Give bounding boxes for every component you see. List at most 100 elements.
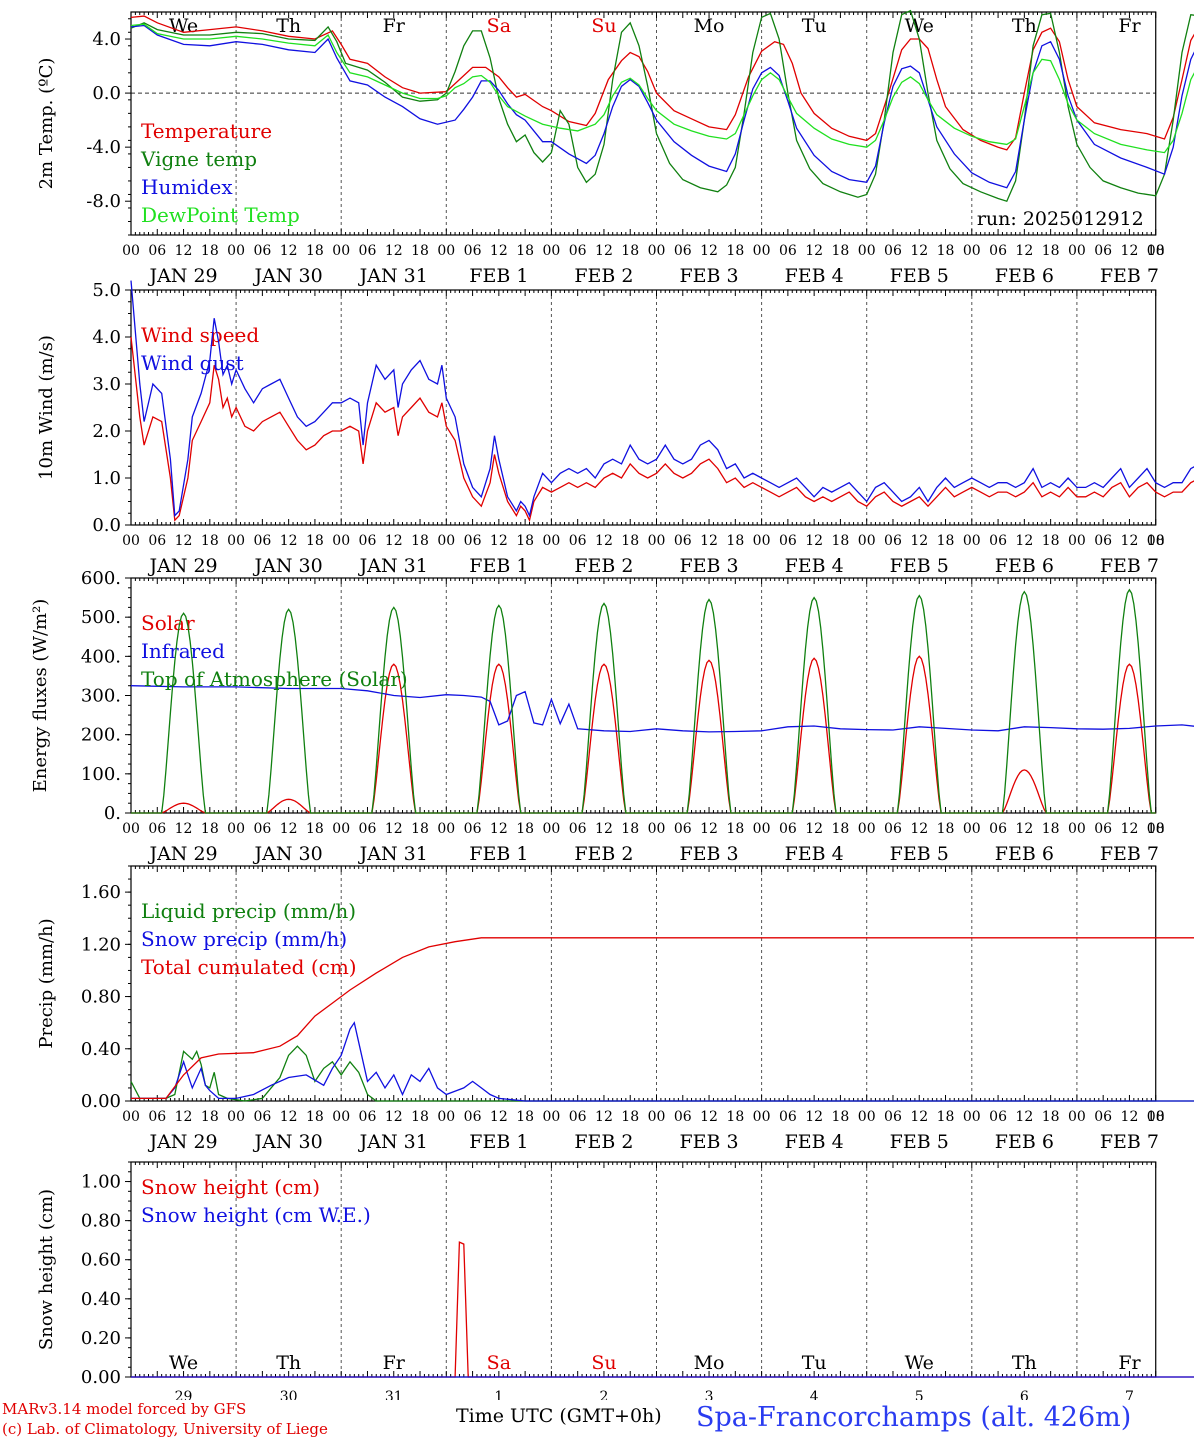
panel-snow: 0.00 0.20 0.40 0.60 0.80 1.00 Snow height (cm)… [36,1161,1194,1405]
x-hour-label: 06 [674,821,692,837]
legend-entry: DewPoint Temp [141,203,300,227]
legend-entry: Temperature [141,119,272,143]
x-date-label: FEB 7 [1100,843,1159,865]
x-hour-label: 06 [148,533,166,549]
x-hour-label: 12 [175,1109,193,1125]
y-tick-label: 4.0 [92,327,121,348]
weekday-label: Su [591,1352,616,1374]
x-date-label: FEB 7 [1100,265,1159,287]
x-hour-label: 00 [648,243,666,259]
y-tick-label: 4.0 [92,29,121,50]
x-day-number: 1 [494,1389,503,1400]
x-hour-label: 18 [1042,821,1060,837]
x-date-label: FEB 5 [890,555,949,577]
x-hour-label: 06 [569,1109,587,1125]
y-tick-label: 0.60 [81,1250,121,1271]
x-hour-label: 00 [437,243,455,259]
x-hour-label: 00 [753,821,771,837]
weekday-label: Tu [802,15,827,37]
series-precip-0 [130,1045,1194,1102]
x-hour-label: 06 [359,821,377,837]
panel-temperature: -8.0 -4.0 0.0 4.0 2m Temp. (ºC) 00 06 12 18 JAN 2… [36,9,1194,287]
x-hour-label: 18 [306,821,324,837]
y-tick-label: 0.40 [81,1039,121,1060]
x-hour-label: 12 [490,533,508,549]
x-hour-label: 12 [805,533,823,549]
y-tick-label: 600. [81,568,121,589]
meteogram: -8.0 -4.0 0.0 4.0 2m Temp. (ºC) 00 06 12 18 JAN 2… [30,9,1194,1405]
y-tick-label: 0.0 [92,515,121,536]
x-hour-label: 18 [1042,243,1060,259]
x-date-label: FEB 6 [995,265,1054,287]
x-hour-label: 00 [227,821,245,837]
series-energy-2 [131,588,1156,814]
x-hour-label: 18 [411,821,429,837]
x-hour-label: 00 [858,243,876,259]
x-date-label: FEB 5 [890,1131,949,1153]
x-hour-label: 18 [516,533,534,549]
x-hour-label: 00 [1068,821,1086,837]
x-date-label: FEB 5 [890,843,949,865]
x-hour-label: 18 [937,821,955,837]
x-date-label: FEB 6 [995,843,1054,865]
x-date-label: JAN 31 [358,1131,428,1153]
x-hour-label: 00 [648,821,666,837]
weekday-label: We [905,1352,934,1374]
x-hour-label: 00 [437,821,455,837]
y-tick-label: 3.0 [92,374,121,395]
x-hour-label: 00 [122,1109,140,1125]
series-temperature-2 [130,24,1194,189]
x-date-label: FEB 2 [574,843,633,865]
x-hour-label: 06 [1094,1109,1112,1125]
x-date-label: JAN 31 [358,843,428,865]
x-date-label: FEB 5 [890,265,949,287]
y-tick-label: -4.0 [86,137,121,158]
x-hour-label: 00 [858,1109,876,1125]
weekday-label: Th [276,15,301,37]
legend-entry: Liquid precip (mm/h) [141,899,356,923]
x-hour-label: 12 [910,821,928,837]
x-hour-label: 00 [1147,243,1165,259]
x-hour-label: 00 [1147,533,1165,549]
x-hour-label: 18 [516,1109,534,1125]
y-tick-label: 0.0 [92,83,121,104]
x-hour-label: 06 [359,243,377,259]
x-date-label: FEB 1 [469,265,528,287]
x-date-label: FEB 4 [785,1131,844,1153]
x-hour-label: 18 [201,243,219,259]
y-tick-label: 200. [81,725,121,746]
x-hour-label: 06 [1094,533,1112,549]
y-tick-label: 1.60 [81,882,121,903]
weekday-label: Sa [487,1352,511,1374]
y-tick-label: 400. [81,646,121,667]
x-date-label: JAN 30 [253,1131,323,1153]
y-tick-label: 0.80 [81,987,121,1008]
series-wind-0 [130,336,1194,523]
x-date-label: FEB 6 [995,555,1054,577]
weekday-label: Fr [383,1352,406,1374]
x-axis-title: Time UTC (GMT+0h) [456,1405,662,1427]
x-day-number: 7 [1125,1389,1134,1400]
x-hour-label: 12 [910,533,928,549]
x-hour-label: 18 [621,821,639,837]
x-hour-label: 12 [1121,243,1139,259]
x-hour-label: 18 [937,243,955,259]
x-hour-label: 18 [306,243,324,259]
legend-entry: Snow precip (mm/h) [141,927,347,951]
series-temperature-1 [130,9,1194,202]
x-hour-label: 06 [779,821,797,837]
x-hour-label: 00 [332,243,350,259]
x-hour-label: 18 [1147,821,1165,837]
x-hour-label: 00 [332,821,350,837]
x-hour-label: 00 [648,533,666,549]
x-hour-label: 12 [1121,1109,1139,1125]
x-date-label: FEB 3 [679,555,738,577]
x-hour-label: 00 [542,533,560,549]
x-date-label: FEB 1 [469,843,528,865]
x-hour-label: 12 [175,533,193,549]
y-tick-label: 1.20 [81,934,121,955]
x-hour-label: 12 [1015,821,1033,837]
x-date-label: JAN 29 [147,1131,217,1153]
model-credit: MARv3.14 model forced by GFS [2,1400,247,1418]
x-hour-label: 00 [1068,243,1086,259]
